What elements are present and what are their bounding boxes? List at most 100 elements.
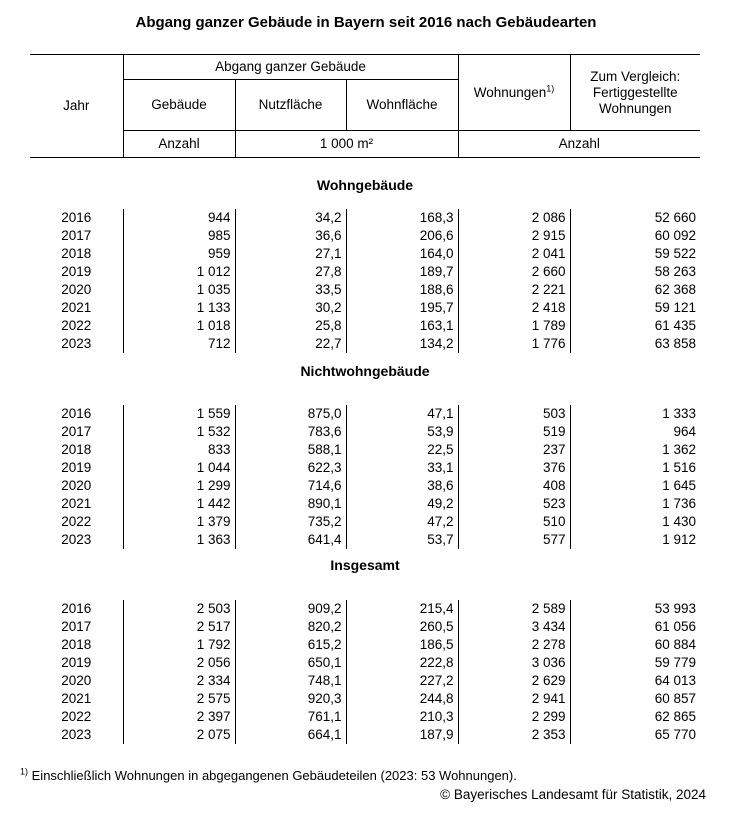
value-cell: 53,7 (346, 531, 459, 549)
value-cell: 195,7 (346, 299, 459, 317)
header-row-units: Anzahl 1 000 m² Anzahl (30, 130, 700, 158)
value-cell: 577 (458, 531, 571, 549)
table-row: 2021 1 442 890,1 49,2 523 1 736 (30, 495, 700, 513)
value-cell: 163,1 (346, 317, 459, 335)
value-cell: 1 442 (123, 495, 236, 513)
value-cell: 650,1 (235, 654, 347, 672)
value-cell: 164,0 (346, 245, 459, 263)
value-cell: 1 559 (123, 405, 236, 423)
value-cell: 1 792 (123, 636, 236, 654)
value-cell: 2 517 (123, 618, 236, 636)
value-cell: 1 133 (123, 299, 236, 317)
year-cell: 2019 (30, 263, 124, 281)
table-row: 2023 712 22,7 134,2 1 776 63 858 (30, 335, 700, 353)
table-row: 2019 2 056 650,1 222,8 3 036 59 779 (30, 654, 700, 672)
value-cell: 1 333 (662, 406, 696, 421)
table-row: 2017 1 532 783,6 53,9 519 964 (30, 423, 700, 441)
value-cell: 53 993 (654, 601, 696, 616)
value-cell: 260,5 (346, 618, 459, 636)
year-cell: 2017 (30, 618, 124, 636)
value-cell: 510 (458, 513, 571, 531)
value-cell: 1 362 (662, 442, 696, 457)
table-body: Wohngebäude 2016 944 34,2 168,3 2 086 52 660 20… (30, 158, 700, 744)
section-heading: Nichtwohngebäude (300, 363, 430, 379)
value-cell: 210,3 (346, 708, 459, 726)
value-cell: 761,1 (235, 708, 347, 726)
unit-anzahl-wohnungen: Anzahl (458, 130, 700, 158)
value-cell: 47,2 (346, 513, 459, 531)
value-cell: 641,4 (235, 531, 347, 549)
table-row: 2023 1 363 641,4 53,7 577 1 912 (30, 531, 700, 549)
value-cell: 168,3 (346, 209, 459, 227)
value-cell: 2 589 (458, 600, 571, 618)
value-cell: 735,2 (235, 513, 347, 531)
value-cell: 47,1 (346, 405, 459, 423)
value-cell: 2 418 (458, 299, 571, 317)
value-cell: 1 379 (123, 513, 236, 531)
footnote-reference: 1) (546, 83, 555, 93)
value-cell: 2 629 (458, 672, 571, 690)
value-cell: 890,1 (235, 495, 347, 513)
value-cell: 189,7 (346, 263, 459, 281)
table-header: Jahr Abgang ganzer Gebäude Wohnungen1) Z… (30, 54, 700, 158)
value-cell: 964 (673, 424, 696, 439)
column-header-wohnflaeche: Wohnfläche (346, 79, 459, 131)
value-cell: 2 278 (458, 636, 571, 654)
value-cell: 33,5 (235, 281, 347, 299)
year-cell: 2017 (30, 423, 124, 441)
value-cell: 1 299 (123, 477, 236, 495)
value-cell: 1 736 (662, 496, 696, 511)
table-row: 2020 1 035 33,5 188,6 2 221 62 368 (30, 281, 700, 299)
year-cell: 2023 (30, 531, 124, 549)
value-cell: 909,2 (235, 600, 347, 618)
value-cell: 1 363 (123, 531, 236, 549)
value-cell: 2 915 (458, 227, 571, 245)
year-cell: 2021 (30, 495, 124, 513)
column-header-jahr: Jahr (30, 54, 124, 158)
value-cell: 61 435 (654, 318, 696, 333)
column-header-gebaeude: Gebäude (123, 79, 236, 131)
table-row: 2016 1 559 875,0 47,1 503 1 333 (30, 405, 700, 423)
value-cell: 3 434 (458, 618, 571, 636)
value-cell: 244,8 (346, 690, 459, 708)
value-cell: 62 865 (654, 709, 696, 724)
value-cell: 187,9 (346, 726, 459, 744)
value-cell: 376 (458, 459, 571, 477)
column-header-vergleich: Zum Vergleich: Fertiggestellte Wohnungen (570, 54, 700, 131)
value-cell: 58 263 (654, 264, 696, 279)
value-cell: 1 532 (123, 423, 236, 441)
section-heading: Insgesamt (330, 557, 400, 573)
year-cell: 2018 (30, 636, 124, 654)
value-cell: 2 397 (123, 708, 236, 726)
value-cell: 748,1 (235, 672, 347, 690)
table-row: 2022 2 397 761,1 210,3 2 299 62 865 (30, 708, 700, 726)
table-row: 2017 985 36,6 206,6 2 915 60 092 (30, 227, 700, 245)
value-cell: 820,2 (235, 618, 347, 636)
value-cell: 2 353 (458, 726, 571, 744)
value-cell: 227,2 (346, 672, 459, 690)
header-row-group: Jahr Abgang ganzer Gebäude Wohnungen1) Z… (30, 54, 700, 158)
value-cell: 237 (458, 441, 571, 459)
value-cell: 188,6 (346, 281, 459, 299)
value-cell: 65 770 (654, 727, 696, 742)
value-cell: 875,0 (235, 405, 347, 423)
year-cell: 2018 (30, 245, 124, 263)
value-cell: 1 044 (123, 459, 236, 477)
copyright-notice: © Bayerisches Landesamt für Statistik, 2… (440, 787, 706, 802)
value-cell: 1 789 (458, 317, 571, 335)
value-cell: 27,8 (235, 263, 347, 281)
year-cell: 2021 (30, 299, 124, 317)
footnote-text: Einschließlich Wohnungen in abgegangenen… (31, 768, 517, 783)
table-row: 2021 2 575 920,3 244,8 2 941 60 857 (30, 690, 700, 708)
value-cell: 2 334 (123, 672, 236, 690)
table-row: 2016 944 34,2 168,3 2 086 52 660 (30, 209, 700, 227)
value-cell: 22,7 (235, 335, 347, 353)
value-cell: 25,8 (235, 317, 347, 335)
value-cell: 2 503 (123, 600, 236, 618)
value-cell: 523 (458, 495, 571, 513)
statistics-table: Jahr Abgang ganzer Gebäude Wohnungen1) Z… (30, 54, 700, 744)
column-header-nutzflaeche: Nutzfläche (235, 79, 347, 131)
value-cell: 959 (123, 245, 236, 263)
year-cell: 2019 (30, 654, 124, 672)
value-cell: 62 368 (654, 282, 696, 297)
